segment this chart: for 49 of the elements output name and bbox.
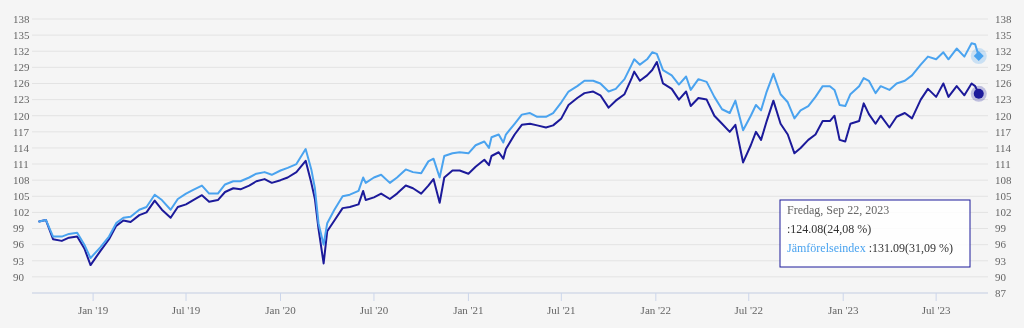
y2-tick-label: 90 xyxy=(995,270,1007,283)
y2-tick-label: 114 xyxy=(995,141,1012,154)
y-tick-label: 108 xyxy=(13,174,30,187)
y-tick-label: 123 xyxy=(13,93,30,106)
y-tick-label: 93 xyxy=(13,254,25,267)
x-tick-label: Jan '20 xyxy=(265,303,297,316)
x-tick-label: Jul '22 xyxy=(734,303,764,316)
y2-tick-label: 138 xyxy=(995,12,1012,25)
y2-tick-label: 129 xyxy=(995,61,1012,74)
y-tick-label: 99 xyxy=(13,222,25,235)
y-tick-label: 138 xyxy=(13,12,30,25)
y-tick-label: 120 xyxy=(13,109,30,122)
annotation: Fredag, Sep 22, 2023 xyxy=(787,203,890,217)
annotation: :124.08(24,08 %) xyxy=(787,222,872,236)
y2-tick-label: 117 xyxy=(995,125,1012,138)
y2-tick-label: 87 xyxy=(995,286,1007,299)
y2-tick-label: 105 xyxy=(995,190,1012,203)
y2-tick-label: 93 xyxy=(995,254,1007,267)
annotation: :131.09(31,09 %) xyxy=(868,241,953,255)
text: Jämförelseindex xyxy=(787,241,866,255)
y-tick-label: 132 xyxy=(13,45,30,58)
x-tick-label: Jul '23 xyxy=(921,303,951,316)
x-tick-label: Jan '22 xyxy=(640,303,672,316)
y-tick-label: 135 xyxy=(13,28,30,41)
y-tick-label: 96 xyxy=(13,238,25,251)
y2-tick-label: 108 xyxy=(995,174,1012,187)
y-tick-label: 90 xyxy=(13,270,25,283)
y2-tick-label: 111 xyxy=(995,157,1011,170)
x-tick-label: Jan '19 xyxy=(77,303,109,316)
y2-tick-label: 96 xyxy=(995,238,1007,251)
y-tick-label: 126 xyxy=(13,77,30,90)
y-tick-label: 129 xyxy=(13,61,30,74)
y2-tick-label: 126 xyxy=(995,77,1012,90)
x-tick-label: Jul '20 xyxy=(359,303,389,316)
x-tick-label: Jan '23 xyxy=(828,303,859,316)
y2-tick-label: 120 xyxy=(995,109,1012,122)
y-tick-label: 105 xyxy=(13,190,30,203)
y-tick-label: 114 xyxy=(13,141,30,154)
x-tick-label: Jul '21 xyxy=(547,303,576,316)
y2-tick-label: 123 xyxy=(995,93,1012,106)
x-tick-label: Jan '21 xyxy=(453,303,484,316)
x-tick-label: Jul '19 xyxy=(171,303,201,316)
y2-tick-label: 102 xyxy=(995,206,1012,219)
y-tick-label: 117 xyxy=(13,125,30,138)
y-tick-label: 111 xyxy=(13,157,29,170)
y2-tick-label: 99 xyxy=(995,222,1007,235)
y2-tick-label: 135 xyxy=(995,28,1012,41)
y-tick-label: 102 xyxy=(13,206,30,219)
y2-tick-label: 132 xyxy=(995,45,1012,58)
